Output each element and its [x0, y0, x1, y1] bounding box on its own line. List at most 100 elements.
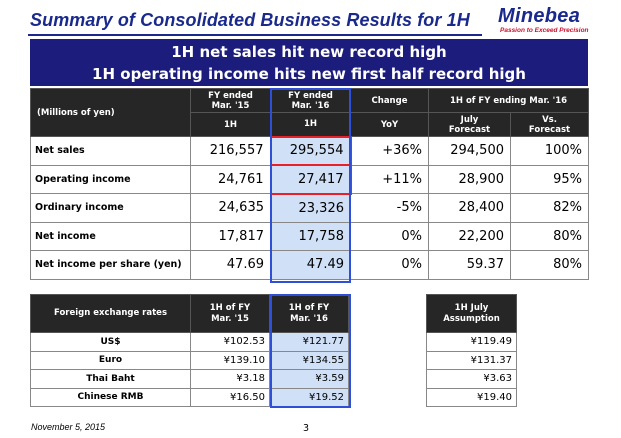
fx-prev-rate: ¥16.50 — [190, 387, 270, 407]
forecast-value: 22,200 — [428, 221, 511, 251]
prev-value: 24,635 — [190, 193, 271, 223]
assumption-row: ¥119.49 — [426, 332, 517, 352]
row-label: Net sales — [30, 136, 191, 166]
change-value: 0% — [350, 221, 429, 251]
slide-title: Summary of Consolidated Business Results… — [30, 10, 470, 30]
results-table: (Millions of yen) FY ended Mar. '15 FY e… — [30, 88, 590, 280]
fx-row: Thai Baht ¥3.18 ¥3.59 — [30, 369, 349, 389]
fx-row: Euro ¥139.10 ¥134.55 — [30, 350, 349, 370]
fx-col-prev-header: 1H of FY Mar. '15 — [190, 294, 270, 333]
row-label: Ordinary income — [30, 193, 191, 223]
curr-value: 27,417 — [269, 164, 352, 195]
col-prev-sub: 1H — [190, 112, 271, 137]
change-value: -5% — [350, 193, 429, 223]
fx-col-prev-line2: Mar. '15 — [211, 313, 249, 324]
row-header: (Millions of yen) — [30, 88, 191, 137]
col-vs-header: Vs. Forecast — [509, 112, 590, 137]
fx-currency: Euro — [30, 350, 191, 370]
change-value: +11% — [350, 164, 429, 194]
fx-currency: Thai Baht — [30, 369, 191, 389]
assumption-rate: ¥19.40 — [426, 387, 517, 407]
assumption-line2: Assumption — [443, 313, 500, 324]
col-vs-line1: Vs. — [542, 114, 557, 125]
forecast-value: 59.37 — [428, 250, 511, 280]
col-forecast-line1: July — [460, 114, 479, 125]
fx-currency: Chinese RMB — [30, 387, 191, 407]
col-curr-line2: Mar. '16 — [291, 100, 330, 111]
logo-name: Minebea — [498, 5, 581, 27]
col-curr-header: FY ended Mar. '16 — [270, 88, 351, 113]
vs-forecast-value: 82% — [509, 193, 590, 223]
assumption-header: 1H July Assumption — [426, 294, 517, 333]
fx-curr-rate: ¥134.55 — [269, 350, 349, 370]
prev-value: 216,557 — [190, 136, 271, 166]
headline-line-1: 1H net sales hit new record high — [171, 43, 447, 61]
vs-forecast-value: 80% — [509, 250, 590, 280]
fx-prev-rate: ¥3.18 — [190, 369, 270, 389]
assumption-rate: ¥119.49 — [426, 332, 517, 352]
change-value: 0% — [350, 250, 429, 280]
headline-line-2: 1H operating income hits new first half … — [92, 65, 526, 83]
fx-currency: US$ — [30, 332, 191, 352]
col-prev-line2: Mar. '15 — [211, 100, 250, 111]
prev-value: 17,817 — [190, 221, 271, 251]
forecast-value: 28,900 — [428, 164, 511, 194]
fx-prev-rate: ¥139.10 — [190, 350, 270, 370]
col-forecast-line2: Forecast — [448, 124, 491, 135]
assumption-row: ¥19.40 — [426, 387, 517, 407]
col-change-sub: YoY — [350, 112, 429, 137]
assumption-row: ¥3.63 — [426, 369, 517, 389]
footer-date: November 5, 2015 — [31, 422, 106, 432]
headline-banner: 1H net sales hit new record high 1H oper… — [30, 39, 588, 86]
vs-forecast-value: 80% — [509, 221, 590, 251]
col-curr-sub: 1H — [270, 112, 351, 137]
curr-value: 17,758 — [270, 221, 351, 251]
prev-value: 47.69 — [190, 250, 271, 280]
assumption-rate: ¥131.37 — [426, 350, 517, 370]
col-prev-line1: FY ended — [208, 90, 253, 101]
curr-value: 47.49 — [270, 250, 351, 280]
fx-col-curr-header: 1H of FY Mar. '16 — [269, 294, 349, 333]
assumption-line1: 1H July — [454, 302, 489, 313]
table-row: Operating income 24,761 27,417 +11% 28,9… — [30, 164, 590, 195]
curr-value: 295,554 — [269, 135, 352, 166]
assumption-table: 1H July Assumption ¥119.49 ¥131.37 ¥3.63… — [426, 294, 517, 407]
prev-value: 24,761 — [190, 164, 271, 194]
vs-forecast-value: 95% — [509, 164, 590, 194]
col-vs-line2: Forecast — [528, 124, 571, 135]
col-forecast-header: July Forecast — [428, 112, 511, 137]
row-label: Operating income — [30, 164, 191, 194]
table-row: Ordinary income 24,635 23,326 -5% 28,400… — [30, 193, 590, 223]
fx-col-curr-line1: 1H of FY — [288, 302, 330, 313]
table-row: Net income 17,817 17,758 0% 22,200 80% — [30, 221, 590, 251]
change-value: +36% — [350, 136, 429, 166]
col-prev-header: FY ended Mar. '15 — [190, 88, 271, 113]
fx-row: US$ ¥102.53 ¥121.77 — [30, 332, 349, 352]
fx-curr-rate: ¥19.52 — [269, 387, 349, 407]
fx-rates-table: Foreign exchange rates 1H of FY Mar. '15… — [30, 294, 349, 407]
assumption-row: ¥131.37 — [426, 350, 517, 370]
assumption-rate: ¥3.63 — [426, 369, 517, 389]
fx-curr-rate: ¥3.59 — [269, 369, 349, 389]
title-underline — [28, 34, 482, 36]
fx-col-curr-line2: Mar. '16 — [290, 313, 328, 324]
fx-prev-rate: ¥102.53 — [190, 332, 270, 352]
page-number: 3 — [303, 423, 310, 434]
fx-header: Foreign exchange rates — [30, 294, 191, 333]
forecast-group-header: 1H of FY ending Mar. '16 — [427, 88, 590, 113]
logo-tagline: Passion to Exceed Precision — [500, 27, 589, 34]
forecast-value: 28,400 — [428, 193, 511, 223]
vs-forecast-value: 100% — [509, 136, 590, 166]
fx-row: Chinese RMB ¥16.50 ¥19.52 — [30, 387, 349, 407]
company-logo: Minebea Passion to Exceed Precision — [498, 5, 616, 35]
row-label: Net income per share (yen) — [30, 250, 191, 280]
forecast-value: 294,500 — [428, 136, 511, 166]
fx-curr-rate: ¥121.77 — [269, 332, 349, 352]
fx-col-prev-line1: 1H of FY — [209, 302, 251, 313]
curr-value: 23,326 — [270, 193, 351, 223]
table-row: Net sales 216,557 295,554 +36% 294,500 1… — [30, 135, 590, 166]
row-label: Net income — [30, 221, 191, 251]
col-curr-line1: FY ended — [288, 90, 333, 101]
col-change-header: Change — [350, 88, 429, 113]
table-row: Net income per share (yen) 47.69 47.49 0… — [30, 250, 590, 280]
